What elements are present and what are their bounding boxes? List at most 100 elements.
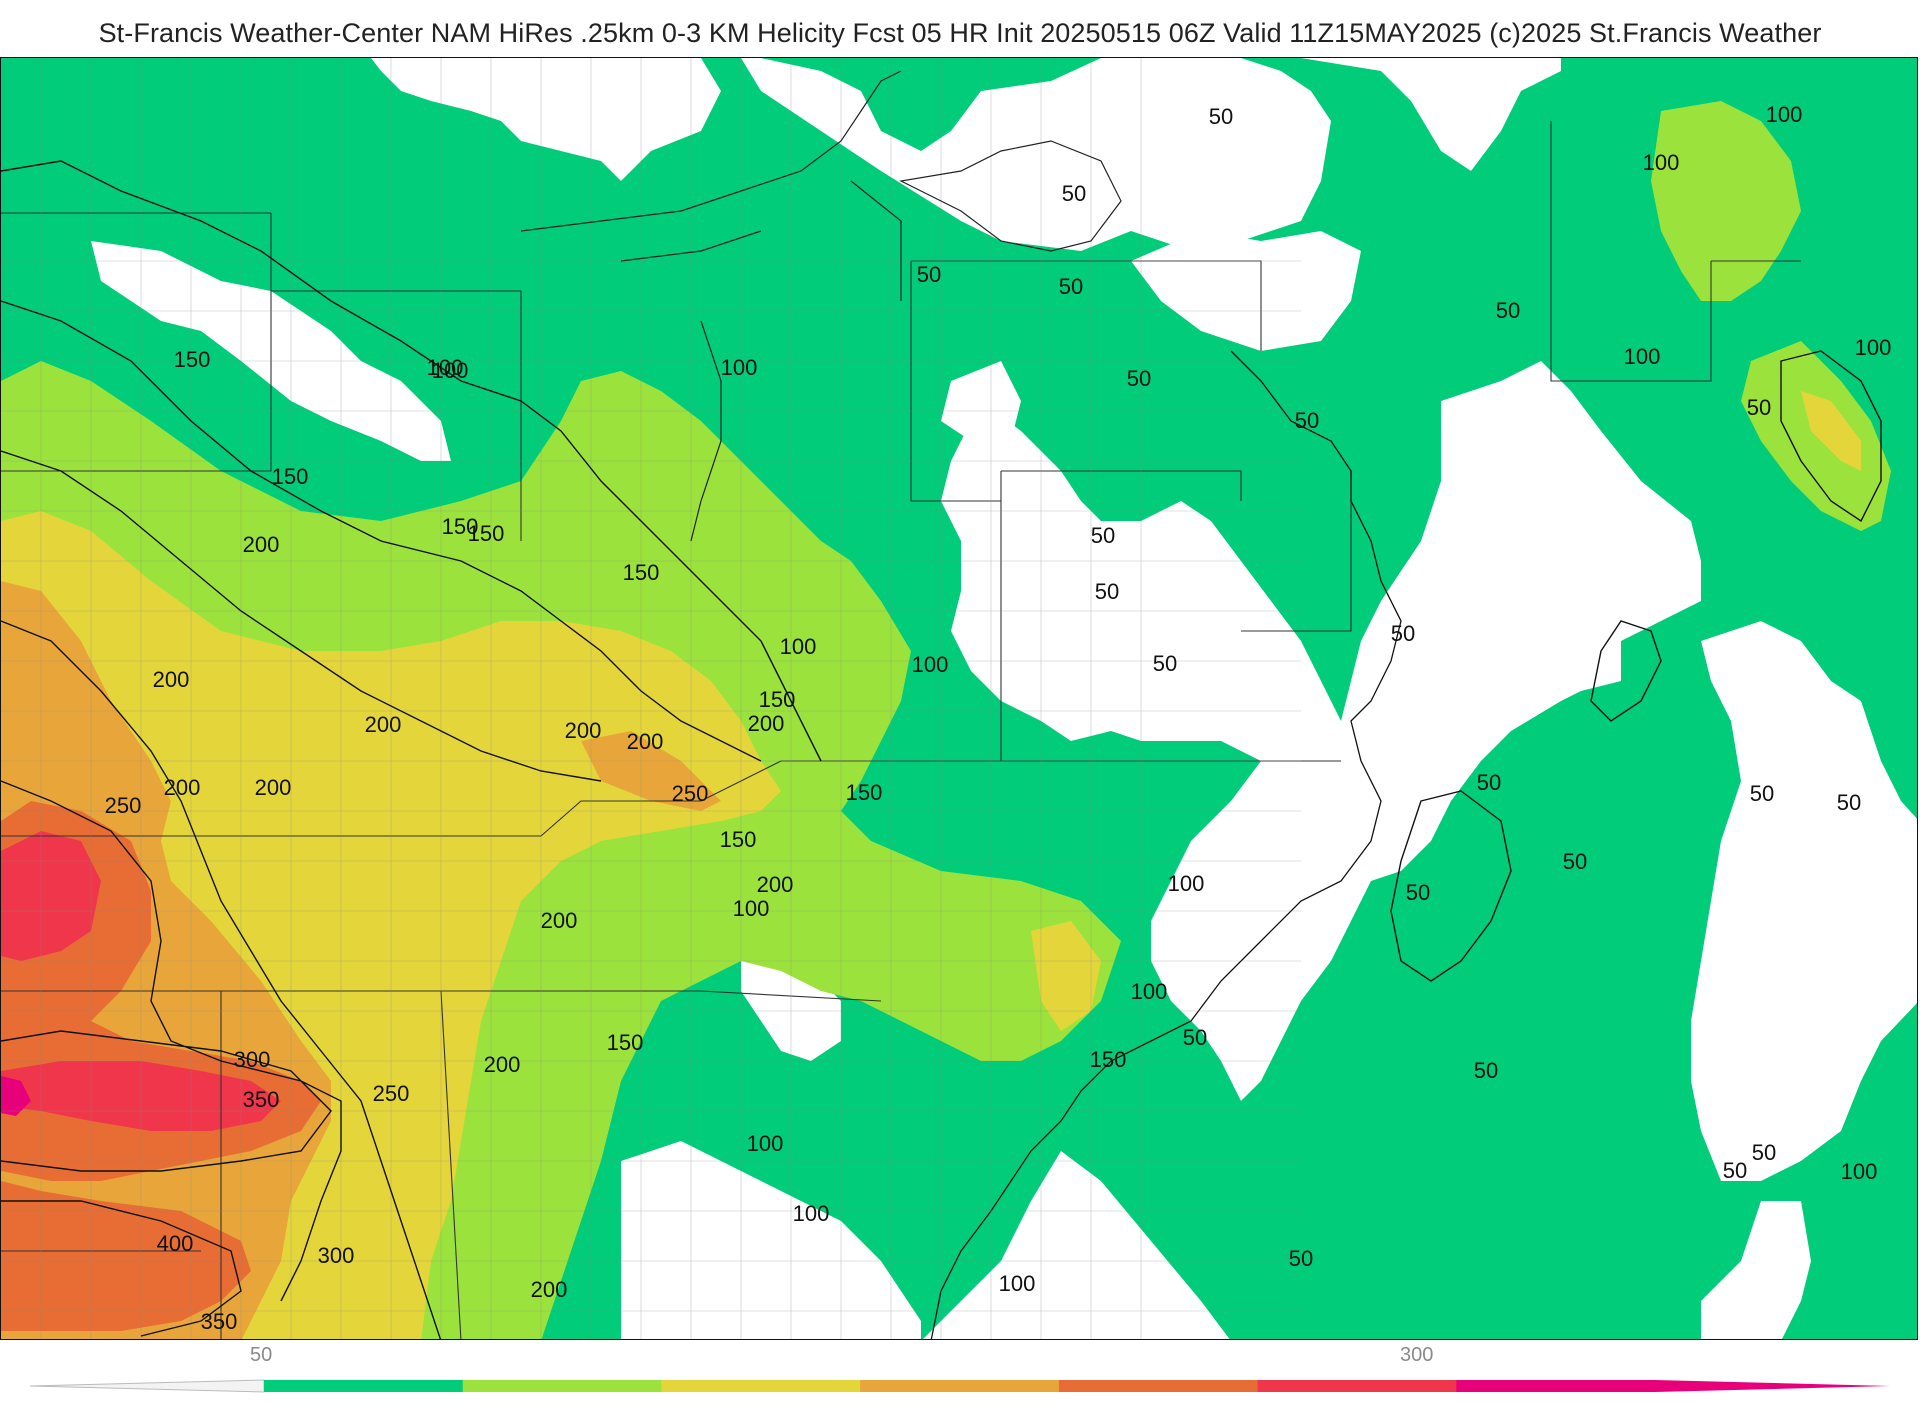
contour-label: 150 (607, 1030, 644, 1055)
contour-label: 150 (468, 521, 505, 546)
scale-tick-50: 50 (250, 1344, 273, 1366)
contour-label: 300 (318, 1243, 355, 1268)
contour-label: 200 (255, 775, 292, 800)
scale-segment (1257, 1380, 1457, 1392)
contour-label: 50 (1127, 366, 1151, 391)
contour-label: 100 (427, 355, 464, 380)
scale-segment (462, 1380, 662, 1392)
contour-label: 50 (1563, 849, 1587, 874)
contour-label: 250 (373, 1081, 410, 1106)
contour-label: 150 (272, 464, 309, 489)
contour-label: 100 (1624, 344, 1661, 369)
contour-label: 200 (565, 718, 602, 743)
contour-label: 50 (1091, 523, 1115, 548)
contour-label: 200 (541, 908, 578, 933)
contour-label: 100 (1131, 979, 1168, 1004)
contour-label: 200 (531, 1277, 568, 1302)
contour-label: 150 (442, 514, 479, 539)
scale-tick-300: 300 (1400, 1344, 1434, 1366)
contour-label: 150 (720, 827, 757, 852)
scale-left-arrow (29, 1379, 265, 1393)
contour-label: 100 (1841, 1159, 1878, 1184)
shade-below-50-north (361, 58, 1561, 251)
contour-label: 100 (1766, 102, 1803, 127)
contour-label: 50 (1752, 1140, 1776, 1165)
scale-segment (860, 1380, 1060, 1392)
contour-label: 200 (153, 667, 190, 692)
contour-label: 150 (759, 687, 796, 712)
contour-label: 100 (1643, 150, 1680, 175)
shade-300 (1, 831, 281, 1131)
contour-label: 400 (157, 1231, 194, 1256)
contour-label: 200 (757, 872, 794, 897)
shade-below-50-atlantic (1151, 361, 1917, 1339)
contour-label: 50 (1723, 1158, 1747, 1183)
contour-label: 50 (1153, 651, 1177, 676)
geo-outlines (1, 58, 1882, 1339)
shade-150 (1, 391, 1861, 1339)
helicity-map: 50 50 50 50 50 50 50 50 50 50 50 50 50 50 50 50 50 50 50 50… (0, 57, 1918, 1340)
shade-350 (1, 1076, 31, 1116)
contour-label: 150 (846, 780, 883, 805)
shade-below-50-midatlantic (941, 231, 1361, 771)
contour-label: 100 (912, 652, 949, 677)
contour-label: 300 (234, 1047, 271, 1072)
helicity-shading (1, 58, 1917, 1339)
contour-label: 100 (747, 1131, 784, 1156)
contour-label: 50 (1406, 880, 1430, 905)
contour-label: 50 (1295, 408, 1319, 433)
contour-label: 100 (432, 358, 469, 383)
contour-label: 250 (105, 793, 142, 818)
contour-label: 100 (1855, 335, 1892, 360)
contour-label: 200 (748, 711, 785, 736)
contours (1, 160, 1882, 1339)
contour-label: 50 (1750, 781, 1774, 806)
contour-label: 100 (780, 634, 817, 659)
scale-segment (264, 1380, 464, 1392)
contour-label: 50 (1209, 104, 1233, 129)
contour-label: 50 (1062, 181, 1086, 206)
contour-label: 50 (1095, 579, 1119, 604)
contour-label: 150 (1090, 1047, 1127, 1072)
contour-label: 50 (1747, 395, 1771, 420)
scale-right-arrow (1655, 1380, 1890, 1392)
great-lakes (520, 70, 1122, 542)
contour-label: 100 (999, 1271, 1036, 1296)
contour-label: 200 (627, 729, 664, 754)
contour-label: 150 (174, 347, 211, 372)
contour-label: 150 (623, 560, 660, 585)
contour-label: 350 (201, 1309, 238, 1334)
contour-label: 50 (1391, 621, 1415, 646)
map-title: St-Francis Weather-Center NAM HiRes .25k… (98, 18, 1822, 48)
contour-label: 100 (733, 896, 770, 921)
color-scale-bar (29, 1379, 1890, 1393)
shade-below-50-southeast (621, 951, 1061, 1339)
contour-label: 100 (1168, 871, 1205, 896)
color-scale (0, 1340, 1920, 1400)
contour-label: 200 (243, 532, 280, 557)
contour-label: 200 (365, 712, 402, 737)
contour-label: 50 (1837, 790, 1861, 815)
contour-label: 50 (1496, 298, 1520, 323)
contour-label: 50 (1059, 274, 1083, 299)
contour-label: 350 (243, 1087, 280, 1112)
contour-label: 250 (672, 781, 709, 806)
scale-segment (661, 1380, 861, 1392)
scale-segments (264, 1380, 1656, 1392)
contour-label: 50 (1183, 1025, 1207, 1050)
contour-label: 50 (1289, 1246, 1313, 1271)
contour-label: 50 (1474, 1058, 1498, 1083)
contour-label: 100 (721, 355, 758, 380)
contour-label: 50 (917, 262, 941, 287)
contour-label: 50 (1477, 770, 1501, 795)
contour-label: 200 (164, 775, 201, 800)
contour-label: 200 (484, 1052, 521, 1077)
shade-below-50-greatlakes (371, 58, 721, 181)
scale-segment (1456, 1380, 1656, 1392)
coastline (930, 350, 1402, 1339)
shade-below-50-plains (91, 241, 1021, 461)
scale-segment (1058, 1380, 1259, 1392)
contour-label: 100 (793, 1201, 830, 1226)
